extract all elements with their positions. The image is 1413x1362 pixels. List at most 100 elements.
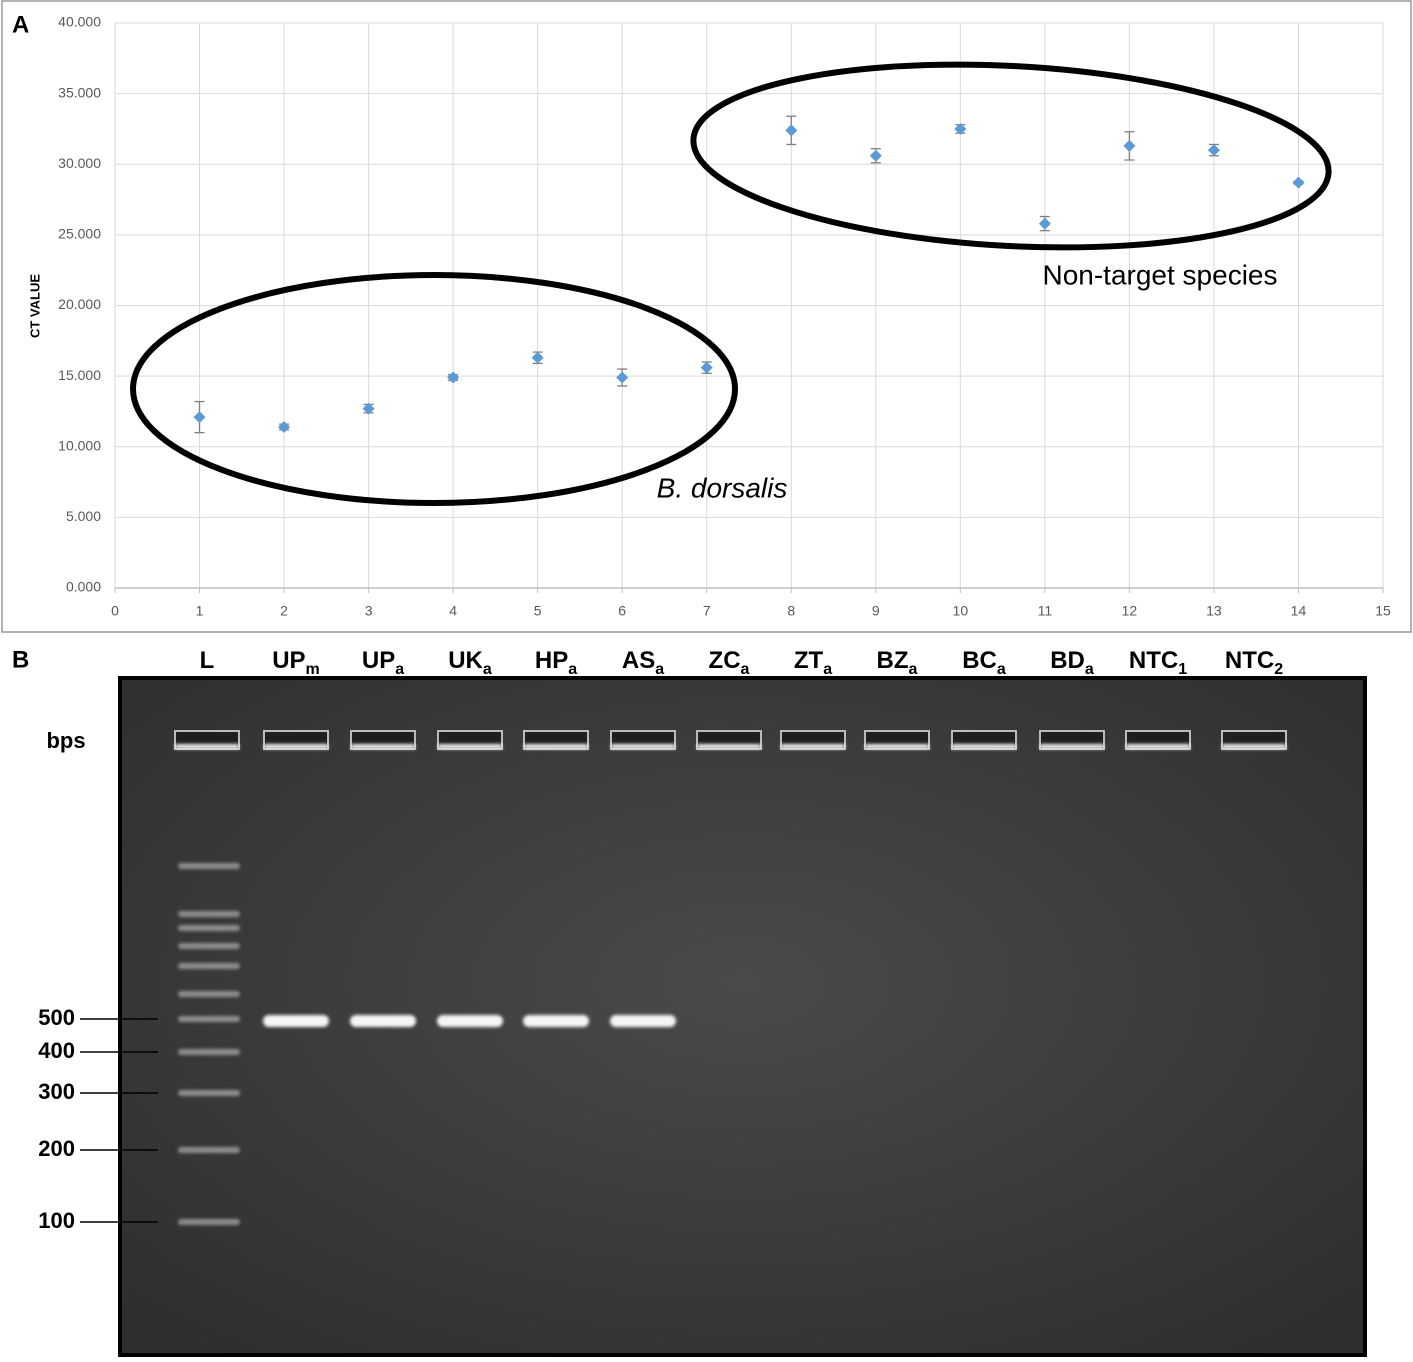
ladder-band [178,943,240,949]
gel-well-glow [351,744,415,749]
lane-label-main: BC [962,647,997,674]
y-tick-label: 20.000 [58,296,101,312]
gel-well-glow [175,744,239,749]
lane-label-sub: a [568,661,577,678]
lane-label: ZTa [794,647,832,678]
lane-label: UKa [448,647,492,678]
ladder-band [178,1016,240,1022]
x-tick-label: 12 [1122,603,1138,619]
lane-label: L [200,647,215,674]
lane-label: BZa [877,647,918,678]
lane-label: ASa [622,647,664,678]
data-point [869,149,882,162]
group-ellipse [690,61,1332,251]
x-tick-label: 14 [1291,603,1307,619]
lane-label-main: AS [622,647,655,674]
y-tick-label: 30.000 [58,155,101,171]
gel-well-glow [611,744,675,749]
data-point [700,361,713,374]
y-tick-label: 15.000 [58,367,101,383]
gel-well-glow [781,744,845,749]
gel-well-glow [524,744,588,749]
x-tick-label: 3 [365,603,373,619]
x-tick-label: 2 [280,603,288,619]
lane-label: BDa [1050,647,1094,678]
panel-label: A [12,11,29,38]
panel-label: B [12,646,29,673]
lane-label-main: UP [272,647,305,674]
data-point [193,411,206,424]
gel-well-glow [1040,744,1104,749]
ladder-band [178,1049,240,1055]
data-point [1038,217,1051,230]
size-marker-label: 300 [38,1079,75,1104]
data-point [362,402,375,415]
data-point [447,371,460,384]
lane-label-main: NTC [1129,647,1178,674]
y-tick-label: 25.000 [58,226,101,242]
lane-label-main: BD [1050,647,1085,674]
gel-well-glow [1222,744,1286,749]
lane-label-sub: a [909,661,918,678]
x-tick-label: 0 [111,603,119,619]
y-axis-label: CT VALUE [27,274,42,338]
gel-band [437,1015,503,1027]
x-tick-label: 10 [953,603,969,619]
x-tick-label: 5 [534,603,542,619]
data-point [531,351,544,364]
ladder-band [178,991,240,997]
lane-label-sub: m [306,661,320,678]
data-point [616,371,629,384]
data-point [1123,139,1136,152]
ladder-band [178,863,240,869]
x-tick-label: 7 [703,603,711,619]
ladder-band [178,925,240,931]
lane-label-main: ZC [709,647,741,674]
lane-label-sub: a [823,661,832,678]
lane-label-sub: a [997,661,1006,678]
data-point [954,122,967,135]
lane-label-main: NTC [1225,647,1274,674]
lane-label: UPa [362,647,404,678]
size-marker-label: 500 [38,1005,75,1030]
x-tick-label: 6 [618,603,626,619]
lane-label-main: UK [448,647,483,674]
lane-label-main: ZT [794,647,824,674]
annotation: Non-target species [1042,259,1277,290]
annotation: B. dorsalis [657,472,788,503]
size-marker-label: 100 [38,1208,75,1233]
ladder-band [178,1219,240,1225]
lane-label-main: L [200,647,215,674]
x-tick-label: 15 [1375,603,1391,619]
y-tick-label: 5.000 [66,508,101,524]
lane-label: NTC1 [1129,647,1187,678]
data-point [785,124,798,137]
gel-well-glow [1126,744,1190,749]
gel-band [350,1015,416,1027]
gel-band [523,1015,589,1027]
gel-band [610,1015,676,1027]
x-tick-label: 13 [1206,603,1222,619]
y-tick-label: 35.000 [58,84,101,100]
lane-label-sub: a [1085,661,1094,678]
group-ellipse [130,272,738,506]
gel-well-glow [865,744,929,749]
lane-label: NTC2 [1225,647,1283,678]
x-tick-label: 1 [196,603,204,619]
lane-label-main: UP [362,647,395,674]
lane-label: BCa [962,647,1006,678]
data-point [278,420,291,433]
y-tick-label: 10.000 [58,437,101,453]
lane-label-main: HP [535,647,568,674]
gel-image [118,676,1367,1357]
lane-label-sub: a [483,661,492,678]
ladder-band [178,1147,240,1153]
lane-label-sub: 1 [1178,661,1187,678]
lane-label-sub: a [655,661,664,678]
ladder-band [178,911,240,917]
x-tick-label: 8 [787,603,795,619]
lane-label-sub: 2 [1274,661,1283,678]
ladder-band [178,1090,240,1096]
unit-label: bps [46,728,85,753]
